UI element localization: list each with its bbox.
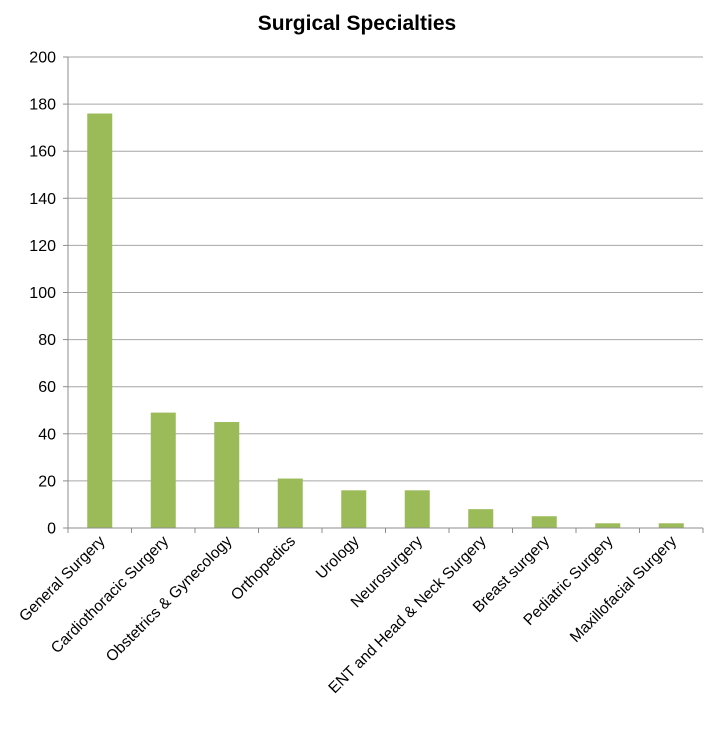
- y-tick-label: 120: [29, 238, 56, 255]
- y-tick-label: 100: [29, 285, 56, 302]
- y-tick-label: 180: [29, 97, 56, 114]
- y-tick-label: 200: [29, 50, 56, 67]
- bar-neurosurgery: [404, 490, 430, 528]
- y-tick-label: 140: [29, 191, 56, 208]
- y-tick-label: 0: [47, 521, 56, 538]
- bars: [87, 113, 684, 529]
- bar-general-surgery: [87, 113, 113, 529]
- y-tick-label: 20: [38, 473, 56, 490]
- x-tick-label: Urology: [313, 533, 363, 583]
- x-tick-label: Orthopedics: [228, 533, 299, 604]
- bar-urology: [341, 490, 367, 528]
- y-tick-label: 160: [29, 144, 56, 161]
- y-axis-ticks: 0 20 40 60 80 100 120 140 160 180 200: [29, 50, 56, 538]
- bar-orthopedics: [277, 478, 303, 528]
- bar-breast-surgery: [531, 516, 557, 528]
- x-tick-label: Maxillofacial Surgery: [567, 533, 680, 646]
- y-tick-label: 60: [38, 379, 56, 396]
- x-tick-label: Cardiothoracic Surgery: [48, 533, 172, 657]
- y-tick-label: 40: [38, 426, 56, 443]
- bar-obstetrics-gynecology: [214, 422, 240, 528]
- bar-cardiothoracic-surgery: [150, 412, 176, 528]
- bar-maxillofacial-surgery: [658, 523, 684, 528]
- chart-title: Surgical Specialties: [258, 12, 456, 35]
- x-tick-label: Obstetrics & Gynecology: [103, 533, 236, 666]
- bar-ent-and-head-neck-surgery: [468, 509, 494, 528]
- bar-pediatric-surgery: [595, 523, 621, 528]
- y-tick-label: 80: [38, 332, 56, 349]
